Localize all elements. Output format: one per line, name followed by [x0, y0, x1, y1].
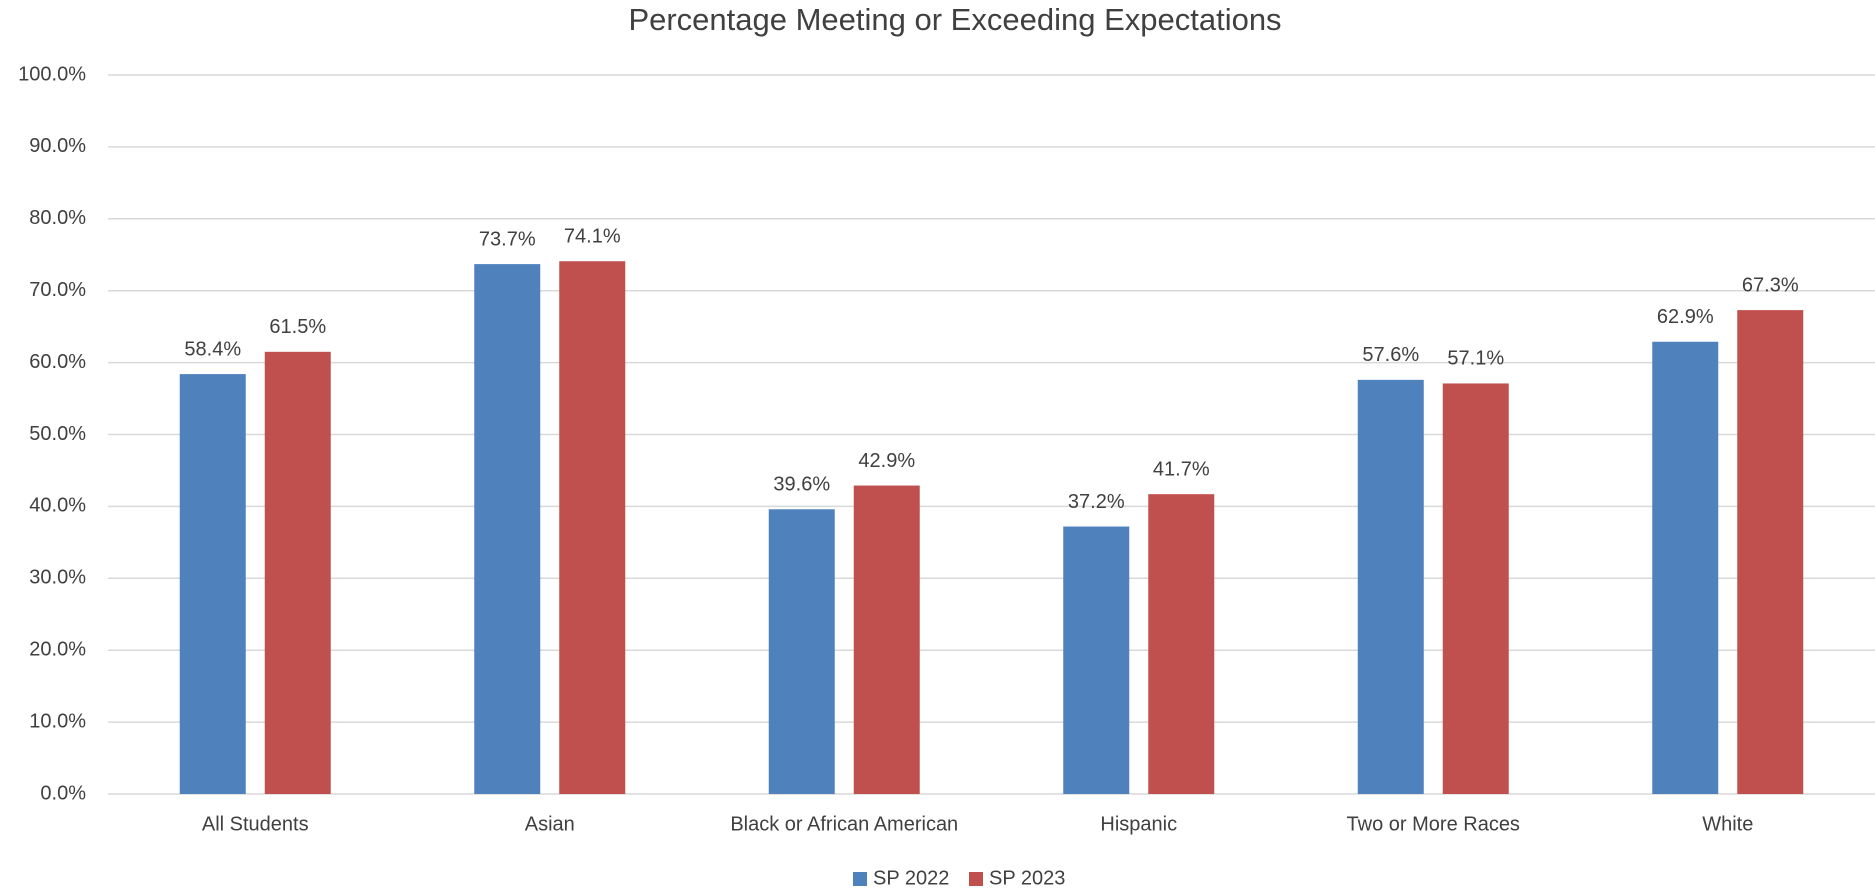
- data-label: 39.6%: [773, 474, 830, 496]
- y-tick-label: 20.0%: [29, 638, 86, 660]
- data-label: 73.7%: [479, 228, 536, 250]
- x-tick-label: Hispanic: [1100, 813, 1177, 835]
- y-tick-label: 10.0%: [29, 710, 86, 732]
- data-label: 42.9%: [858, 450, 915, 472]
- x-tick-label: All Students: [202, 813, 309, 835]
- bar: [179, 374, 246, 794]
- bar: [264, 351, 331, 794]
- y-tick-label: 50.0%: [29, 423, 86, 445]
- bar: [1148, 494, 1215, 794]
- y-tick-label: 60.0%: [29, 351, 86, 373]
- x-tick-label: Asian: [525, 813, 575, 835]
- bar: [559, 261, 626, 794]
- x-tick-label: White: [1702, 813, 1753, 835]
- y-tick-label: 70.0%: [29, 279, 86, 301]
- data-label: 67.3%: [1742, 274, 1799, 296]
- bar: [474, 264, 541, 794]
- data-label: 57.1%: [1447, 348, 1504, 370]
- data-label: 61.5%: [269, 316, 326, 338]
- data-label: 57.6%: [1362, 344, 1419, 366]
- y-tick-label: 40.0%: [29, 495, 86, 517]
- data-label: 37.2%: [1068, 491, 1125, 513]
- x-tick-label: Two or More Races: [1347, 813, 1520, 835]
- bar: [1442, 383, 1509, 794]
- y-tick-label: 30.0%: [29, 567, 86, 589]
- y-tick-label: 0.0%: [40, 782, 86, 804]
- legend-swatch: [969, 872, 983, 886]
- legend-swatch: [853, 872, 867, 886]
- data-label: 58.4%: [184, 338, 241, 360]
- data-label: 41.7%: [1153, 458, 1210, 480]
- bar: [1357, 379, 1424, 794]
- bar: [1063, 526, 1130, 794]
- y-tick-label: 90.0%: [29, 135, 86, 157]
- chart-title: Percentage Meeting or Exceeding Expectat…: [628, 2, 1281, 37]
- bar: [853, 485, 920, 794]
- y-tick-label: 100.0%: [18, 63, 86, 85]
- x-tick-label: Black or African American: [730, 813, 958, 835]
- bar: [1652, 341, 1719, 794]
- legend-label: SP 2023: [989, 867, 1065, 888]
- y-tick-label: 80.0%: [29, 207, 86, 229]
- data-label: 74.1%: [564, 226, 621, 248]
- bar: [1737, 310, 1804, 794]
- legend-label: SP 2022: [873, 867, 949, 888]
- bar: [768, 509, 835, 794]
- data-label: 62.9%: [1657, 306, 1714, 328]
